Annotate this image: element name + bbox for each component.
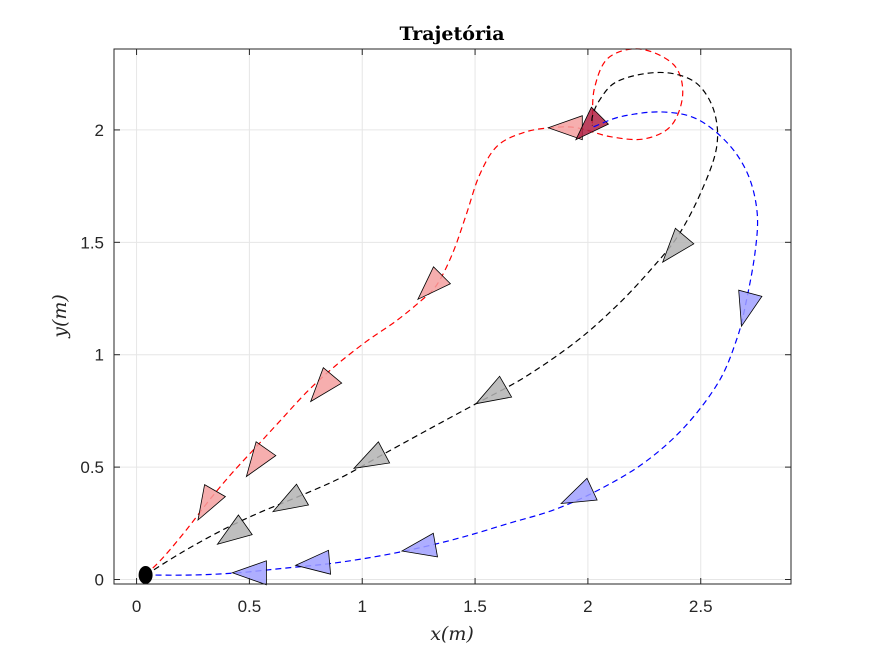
x-tick-label: 0.5 bbox=[238, 597, 262, 616]
robot-pose-marker bbox=[400, 532, 438, 558]
y-axis-label: y(m) bbox=[49, 294, 71, 339]
robot-pose-marker bbox=[197, 483, 227, 522]
robot-pose-marker bbox=[216, 514, 253, 545]
series-layer bbox=[138, 48, 763, 586]
x-tick-label: 2.5 bbox=[689, 597, 713, 616]
plot-area bbox=[114, 49, 791, 584]
grid bbox=[114, 49, 791, 584]
y-tick-label: 0.5 bbox=[80, 458, 104, 477]
robot-pose-marker bbox=[575, 106, 610, 141]
robot-pose-marker bbox=[475, 375, 513, 405]
x-tick-label: 2 bbox=[583, 597, 592, 616]
robot-pose-marker bbox=[294, 549, 332, 575]
robot-pose-marker bbox=[271, 483, 310, 513]
y-tick-label: 1 bbox=[95, 346, 104, 365]
robot-pose-marker bbox=[661, 227, 695, 264]
x-axis-label: x(m) bbox=[430, 623, 474, 645]
robot-pose-marker bbox=[352, 441, 391, 469]
plot-frame bbox=[113, 48, 792, 585]
robot-pose-marker bbox=[417, 266, 452, 301]
x-tick-label: 0 bbox=[132, 597, 141, 616]
robot-pose-marker bbox=[309, 367, 343, 403]
ticks: 0 0.5 1 1.5 2 2.5 0 0.5 1 1.5 2 bbox=[80, 49, 791, 616]
y-tick-label: 0 bbox=[95, 571, 104, 590]
chart-title: Trajetória bbox=[399, 23, 504, 45]
robot-pose-marker bbox=[245, 441, 277, 478]
robot-pose-marker bbox=[560, 477, 598, 505]
x-tick-label: 1 bbox=[357, 597, 366, 616]
trajectory-line-0 bbox=[145, 48, 684, 576]
y-tick-label: 2 bbox=[95, 121, 104, 140]
x-tick-label: 1.5 bbox=[463, 597, 487, 616]
origin-marker bbox=[138, 566, 153, 585]
robot-pose-marker bbox=[738, 289, 763, 328]
y-tick-label: 1.5 bbox=[80, 233, 104, 252]
trajectory-line-1 bbox=[145, 71, 719, 576]
